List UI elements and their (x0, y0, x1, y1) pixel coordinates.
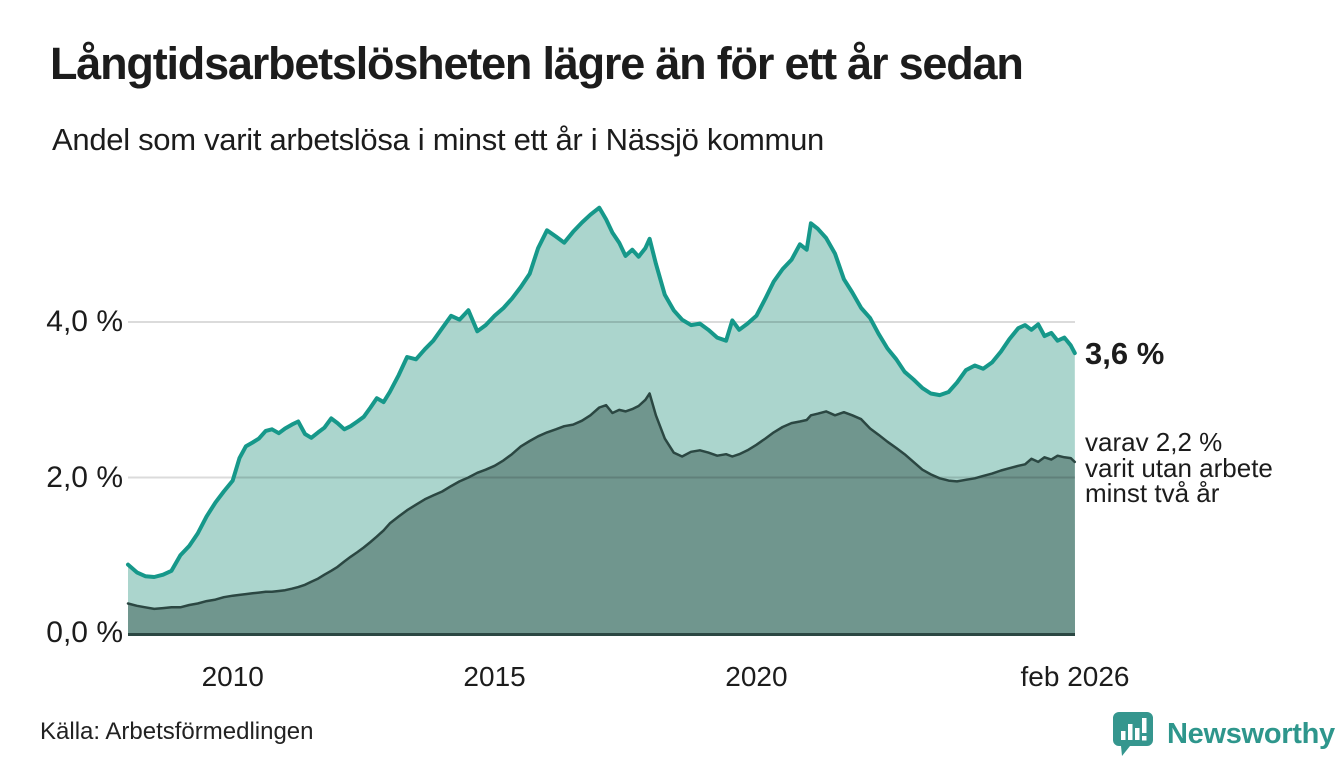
x-tick-label-2010: 2010 (201, 661, 264, 692)
chart-subtitle: Andel som varit arbetslösa i minst ett å… (52, 122, 824, 157)
bar-chart-speech-bubble-icon (1113, 712, 1153, 756)
newsworthy-logo: Newsworthy (1112, 708, 1335, 760)
line-unemployed-one-year (126, 205, 1077, 579)
x-tick-label-2020: 2020 (725, 661, 788, 692)
y-tick-label-2,0 %: 2,0 % (46, 460, 123, 494)
source-attribution: Källa: Arbetsförmedlingen (40, 718, 314, 745)
y-tick-label-4,0 %: 4,0 % (46, 305, 123, 338)
x-tick-label-feb 2026: feb 2026 (1020, 661, 1130, 692)
chart-title: Långtidsarbetslösheten lägre än för ett … (50, 38, 1024, 89)
latest-two-year-value-label: varav 2,2 % varit utan arbete minst två år (1085, 427, 1273, 508)
x-tick-label-2015: 2015 (463, 661, 526, 692)
y-tick-label-0,0 %: 0,0 % (46, 616, 123, 649)
latest-value-label: 3,6 % (1085, 336, 1165, 371)
area-unemployed-two-years (128, 393, 1075, 633)
annotation-line: minst två år (1085, 478, 1220, 508)
annotation-line: varit utan arbete (1085, 452, 1273, 483)
newsworthy-logo-text: Newsworthy (1167, 717, 1335, 750)
annotation-line: varav 2,2 % (1085, 427, 1223, 457)
line-unemployed-two-years (126, 392, 1077, 611)
